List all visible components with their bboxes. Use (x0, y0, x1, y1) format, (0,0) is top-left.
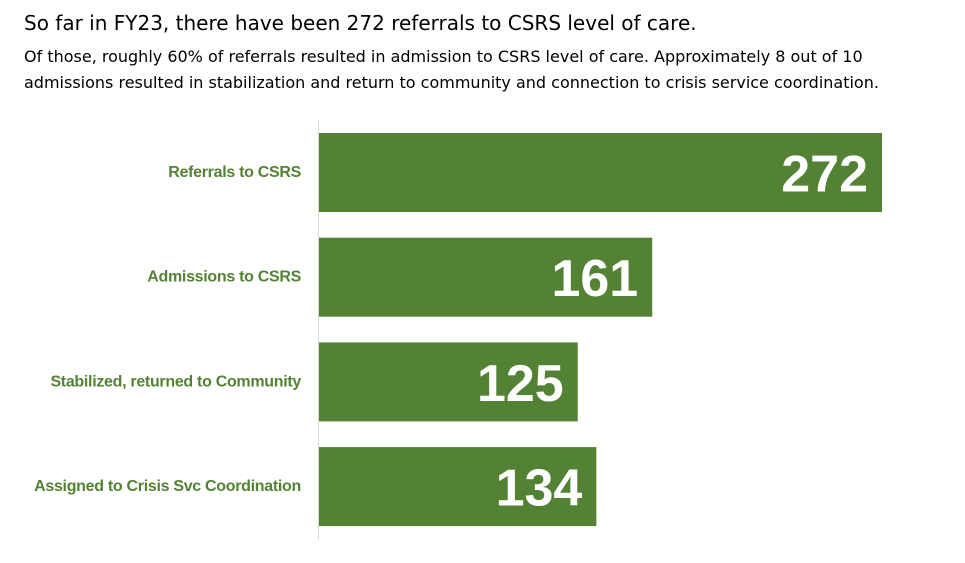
bar (319, 133, 882, 212)
chart-title: So far in FY23, there have been 272 refe… (24, 11, 697, 35)
category-label: Referrals to CSRS (168, 164, 301, 181)
bar (319, 237, 653, 317)
category-label: Assigned to Crisis Svc Coordination (34, 478, 301, 495)
bar (319, 447, 597, 527)
data-label: 161 (551, 250, 638, 308)
data-label: 272 (781, 146, 868, 204)
bar (319, 342, 578, 422)
chart-subtitle: Of those, roughly 60% of referrals resul… (24, 47, 879, 92)
category-label: Stabilized, returned to Community (50, 373, 301, 390)
data-label: 134 (496, 460, 583, 518)
category-label: Admissions to CSRS (147, 269, 301, 286)
data-label: 125 (477, 355, 564, 413)
